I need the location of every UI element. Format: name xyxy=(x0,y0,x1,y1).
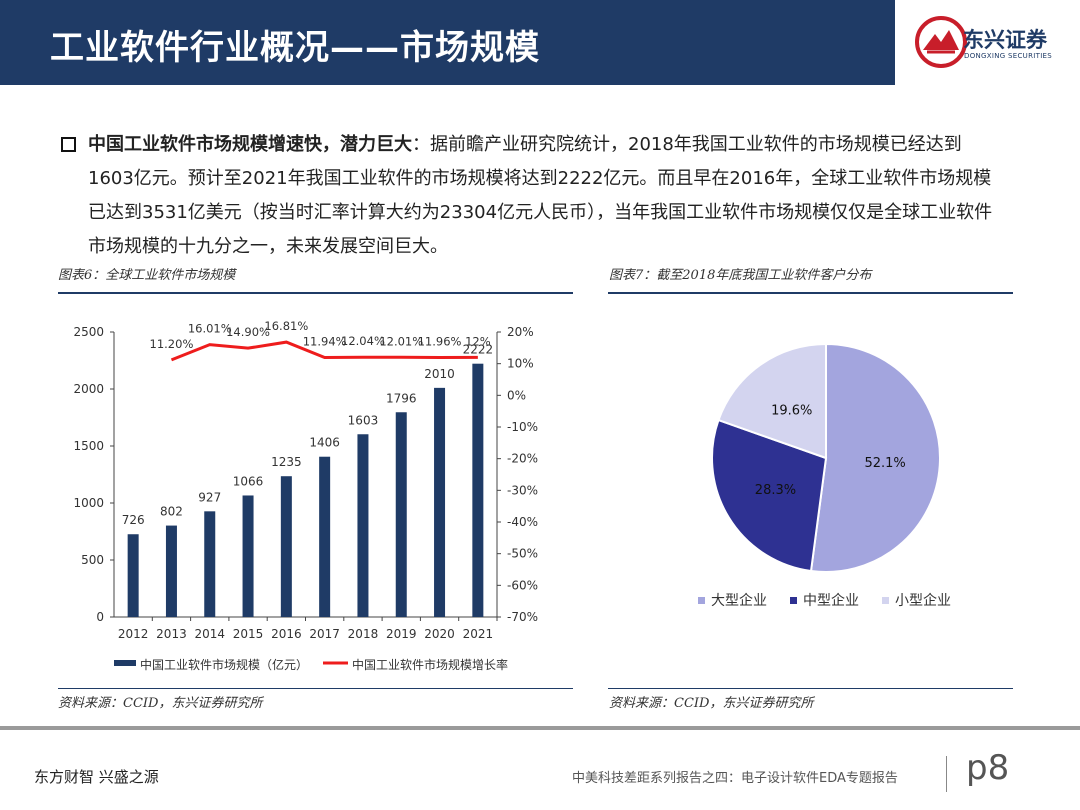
x-tick-label: 2018 xyxy=(348,627,379,641)
checkbox-bullet-icon xyxy=(61,137,76,152)
logo-text: 东兴证券 xyxy=(963,28,1047,52)
y2-tick-label: 0% xyxy=(507,388,526,402)
y-tick-label: 0 xyxy=(96,610,104,624)
y2-tick-label: 10% xyxy=(507,357,534,371)
bar xyxy=(357,434,369,617)
bar-data-label: 2222 xyxy=(463,343,494,357)
bar-data-label: 1066 xyxy=(233,474,264,488)
logo-subtitle: DONGXING SECURITIES xyxy=(964,52,1053,60)
bar xyxy=(319,456,331,617)
line-data-label: 11.96% xyxy=(418,334,462,348)
footer-slogan: 东方财智 兴盛之源 xyxy=(34,768,159,786)
pie-data-label: 19.6% xyxy=(771,404,812,419)
y-tick-label: 500 xyxy=(81,553,104,567)
figure2-source: 资料来源：CCID，东兴证券研究所 xyxy=(609,696,814,711)
y2-tick-label: 20% xyxy=(507,325,534,339)
line-data-label: 12.01% xyxy=(379,334,423,348)
bar xyxy=(204,511,216,617)
x-tick-label: 2021 xyxy=(463,627,494,641)
pie-slice xyxy=(717,342,827,460)
bar xyxy=(127,534,139,617)
customer-distribution-pie: 52.1% 28.3% 19.6% 大型企业 中型企业 小型企业 xyxy=(698,342,951,609)
pie-data-label: 28.3% xyxy=(755,483,796,498)
x-tick-label: 2014 xyxy=(194,627,225,641)
y-tick-label: 2500 xyxy=(73,325,104,339)
pie-slice xyxy=(809,342,941,573)
legend-swatch xyxy=(698,597,705,604)
line-data-label: 16.81% xyxy=(264,319,308,333)
bar xyxy=(395,412,407,617)
figure2-top-rule xyxy=(608,292,1013,294)
figure1-top-rule xyxy=(58,292,573,294)
legend-label: 中型企业 xyxy=(803,592,859,609)
legend-swatch-bar xyxy=(114,660,136,666)
x-tick-label: 2012 xyxy=(118,627,149,641)
growth-rate-line xyxy=(170,340,478,362)
y2-tick-label: -40% xyxy=(507,515,538,529)
x-tick-label: 2016 xyxy=(271,627,302,641)
line-data-label: 11.94% xyxy=(303,335,347,349)
y2-tick-label: -50% xyxy=(507,547,538,561)
y2-tick-label: -10% xyxy=(507,420,538,434)
bar-data-label: 802 xyxy=(160,505,183,519)
title-bar: 工业软件行业概况——市场规模 xyxy=(0,0,895,85)
y2-tick-label: -20% xyxy=(507,452,538,466)
x-tick-label: 2020 xyxy=(424,627,455,641)
footer-report-title: 中美科技差距系列报告之四：电子设计软件EDA专题报告 xyxy=(572,771,898,786)
line-data-label: 11.20% xyxy=(150,337,194,351)
footer-separator xyxy=(946,756,947,792)
figure2-caption: 图表7：截至2018年底我国工业软件客户分布 xyxy=(609,268,872,283)
legend-swatch xyxy=(790,597,797,604)
line-data-label: 12% xyxy=(465,334,491,348)
bar xyxy=(280,476,292,617)
x-tick-label: 2013 xyxy=(156,627,187,641)
y-tick-label: 1000 xyxy=(73,496,104,510)
y2-tick-label: -60% xyxy=(507,578,538,592)
y2-tick-label: -70% xyxy=(507,610,538,624)
line-data-label: 12.04% xyxy=(341,334,385,348)
legend-swatch xyxy=(882,597,889,604)
summary-paragraph: 中国工业软件市场规模增速快，潜力巨大：据前瞻产业研究院统计，2018年我国工业软… xyxy=(61,128,1000,264)
summary-lead: 中国工业软件市场规模增速快，潜力巨大 xyxy=(88,134,412,155)
page-number: p8 xyxy=(966,748,1010,788)
bar xyxy=(165,525,177,617)
company-logo: 东兴证券 DONGXING SECURITIES xyxy=(895,0,1080,85)
pie-data-label: 52.1% xyxy=(864,456,905,471)
legend-label: 大型企业 xyxy=(711,592,767,609)
line-data-label: 16.01% xyxy=(188,322,232,336)
x-tick-label: 2017 xyxy=(309,627,340,641)
legend-label: 小型企业 xyxy=(895,592,951,609)
bar-data-label: 726 xyxy=(122,513,145,527)
market-size-chart: 0 500 1000 1500 2000 2500 -70% -60% -50% -40% -30%… xyxy=(73,319,538,672)
x-tick-label: 2019 xyxy=(386,627,417,641)
bar-data-label: 1406 xyxy=(309,436,340,450)
y-tick-label: 1500 xyxy=(73,439,104,453)
legend-label-line: 中国工业软件市场规模增长率 xyxy=(352,657,508,672)
legend-label-bar: 中国工业软件市场规模（亿元） xyxy=(140,657,308,672)
bar xyxy=(242,495,254,617)
bar-data-label: 1235 xyxy=(271,455,302,469)
pie-slice xyxy=(711,418,828,573)
figure1-bottom-rule xyxy=(58,688,573,689)
figure1-source: 资料来源：CCID，东兴证券研究所 xyxy=(58,696,263,711)
bar-data-label: 1796 xyxy=(386,391,417,405)
bar-data-label: 927 xyxy=(198,490,221,504)
bar xyxy=(434,387,446,617)
footer-divider xyxy=(0,726,1080,730)
y2-tick-label: -30% xyxy=(507,483,538,497)
line-data-label: 14.90% xyxy=(226,325,270,339)
page-title: 工业软件行业概况——市场规模 xyxy=(50,28,540,68)
bar xyxy=(472,363,484,617)
y-tick-label: 2000 xyxy=(73,382,104,396)
summary-text: ：据前瞻产业研究院统计，2018年我国工业软件的市场规模已经达到1603亿元。预… xyxy=(88,134,993,257)
figure1-caption: 图表6：全球工业软件市场规模 xyxy=(58,268,236,283)
x-tick-label: 2015 xyxy=(233,627,264,641)
bar-data-label: 2010 xyxy=(424,367,455,381)
bar-data-label: 1603 xyxy=(348,413,379,427)
logo-emblem-icon xyxy=(915,16,967,68)
figure2-bottom-rule xyxy=(608,688,1013,689)
